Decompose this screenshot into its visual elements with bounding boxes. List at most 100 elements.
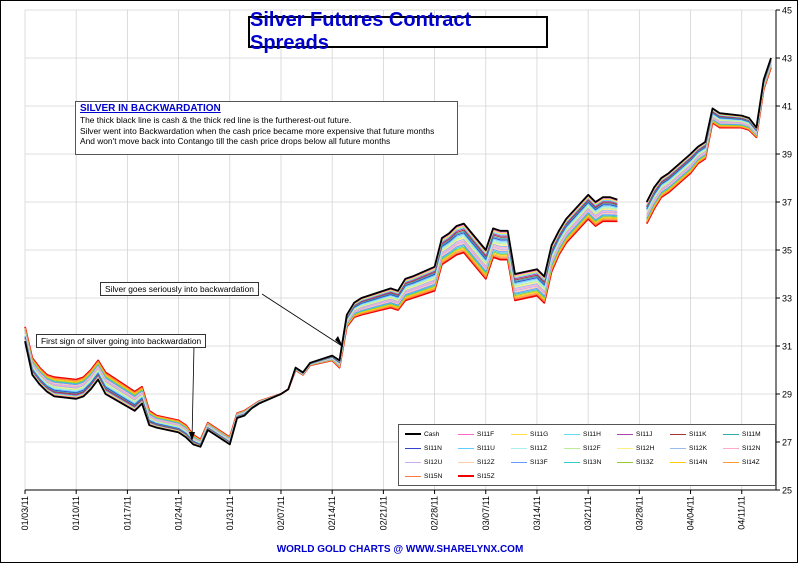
legend-label: SI11N [424,444,442,452]
x-tick-label: 02/14/11 [327,496,337,530]
legend-label: SI12N [742,444,761,452]
legend-swatch [511,447,527,449]
legend-swatch [405,461,421,463]
arrow-line [261,293,343,347]
legend-item: SI12H [617,443,654,453]
legend-swatch [405,447,421,449]
y-tick-label: 45 [782,6,792,16]
annotation-first-sign: First sign of silver going into backward… [36,334,207,348]
legend-label: SI11Z [530,444,548,452]
legend-item: SI14Z [723,457,760,467]
legend-item: SI12F [564,443,601,453]
legend-item: SI11K [670,429,706,439]
legend-item: SI13Z [617,457,654,467]
legend-item: SI13F [511,457,548,467]
x-tick-label: 01/10/11 [71,496,81,530]
legend-swatch [564,447,580,449]
y-tick-label: 25 [782,486,792,496]
legend-label: SI11U [477,444,495,452]
legend-swatch [564,433,580,435]
backwardation-note: SILVER IN BACKWARDATION The thick black … [75,101,458,155]
y-tick-label: 31 [782,342,792,352]
legend-swatch [458,461,474,463]
arrow-head [335,336,343,347]
footer-credit: WORLD GOLD CHARTS @ WWW.SHARELYNX.COM [276,544,524,555]
legend-swatch [405,475,421,477]
legend-item: SI11H [564,429,601,439]
y-tick-label: 27 [782,438,792,448]
legend-label: SI11K [689,430,707,438]
legend-label: SI13N [583,458,602,466]
annotation-seriously: Silver goes seriously into backwardation [100,282,259,296]
y-tick-label: 41 [782,102,792,112]
legend-label: SI11J [636,430,653,438]
arrow-line [191,345,195,441]
legend-label: SI12F [583,444,601,452]
legend-label: SI12H [636,444,655,452]
chart-legend: Cash SI11F SI11G SI11H SI11J SI11K SI11M SI11N S… [398,424,776,486]
legend-label: SI12Z [477,458,495,466]
axes: 25 27 29 31 33 35 37 39 41 43 45 01/03/11 01/10/11 01… [20,6,792,531]
legend-label: SI11M [742,430,761,438]
legend-item: SI12N [723,443,760,453]
x-tick-label: 03/14/11 [532,496,542,530]
legend-label: SI15Z [477,472,495,480]
note-line: The thick black line is cash & the thick… [80,115,352,125]
legend-label: SI15N [424,472,443,480]
legend-label: SI11F [477,430,495,438]
legend-swatch [458,475,474,477]
legend-label: SI14Z [742,458,760,466]
legend-item: SI11U [458,443,495,453]
x-tick-label: 03/28/11 [634,496,644,530]
legend-label: SI13F [530,458,548,466]
series-line-cash [24,57,772,448]
x-tick-label: 04/11/11 [737,496,747,530]
legend-label: SI13Z [636,458,654,466]
legend-label: SI14N [689,458,708,466]
legend-label: SI12U [424,458,443,466]
legend-swatch [723,433,739,435]
x-tick-label: 01/31/11 [225,496,235,530]
legend-swatch [670,433,686,435]
y-tick-label: 35 [782,246,792,256]
legend-label: Cash [424,430,440,438]
note-heading: SILVER IN BACKWARDATION [80,103,221,114]
x-tick-label: 01/03/11 [20,496,30,530]
legend-item: SI15Z [458,471,495,481]
legend-swatch [617,461,633,463]
arrow-head [189,432,195,441]
legend-item: SI13N [564,457,601,467]
legend-swatch [564,461,580,463]
x-tick-label: 04/04/11 [686,496,696,530]
x-tick-label: 03/07/11 [481,496,491,530]
legend-swatch [458,433,474,435]
x-tick-label: 02/21/11 [378,496,388,530]
legend-label: SI11H [583,430,601,438]
legend-item: SI11F [458,429,494,439]
x-tick-label: 02/28/11 [430,496,440,530]
legend-swatch [723,447,739,449]
y-tick-label: 33 [782,294,792,304]
y-tick-label: 37 [782,198,792,208]
series-lines [24,57,772,448]
legend-item: SI15N [405,471,442,481]
legend-item: Cash [405,429,439,439]
y-tick-label: 43 [782,54,792,64]
note-line: And won't move back into Contango till t… [80,136,391,147]
legend-item: SI14N [670,457,707,467]
legend-item: SI11J [617,429,652,439]
y-tick-label: 29 [782,390,792,400]
legend-item: SI12Z [458,457,495,467]
legend-item: SI11G [511,429,548,439]
legend-item: SI11N [405,443,442,453]
legend-label: SI12K [689,444,707,452]
x-tick-label: 03/21/11 [583,496,593,530]
legend-item: SI12U [405,457,442,467]
x-tick-label: 01/24/11 [174,496,184,530]
legend-swatch [617,447,633,449]
legend-swatch [405,433,421,435]
legend-label: SI11G [530,430,549,438]
legend-item: SI11M [723,429,761,439]
